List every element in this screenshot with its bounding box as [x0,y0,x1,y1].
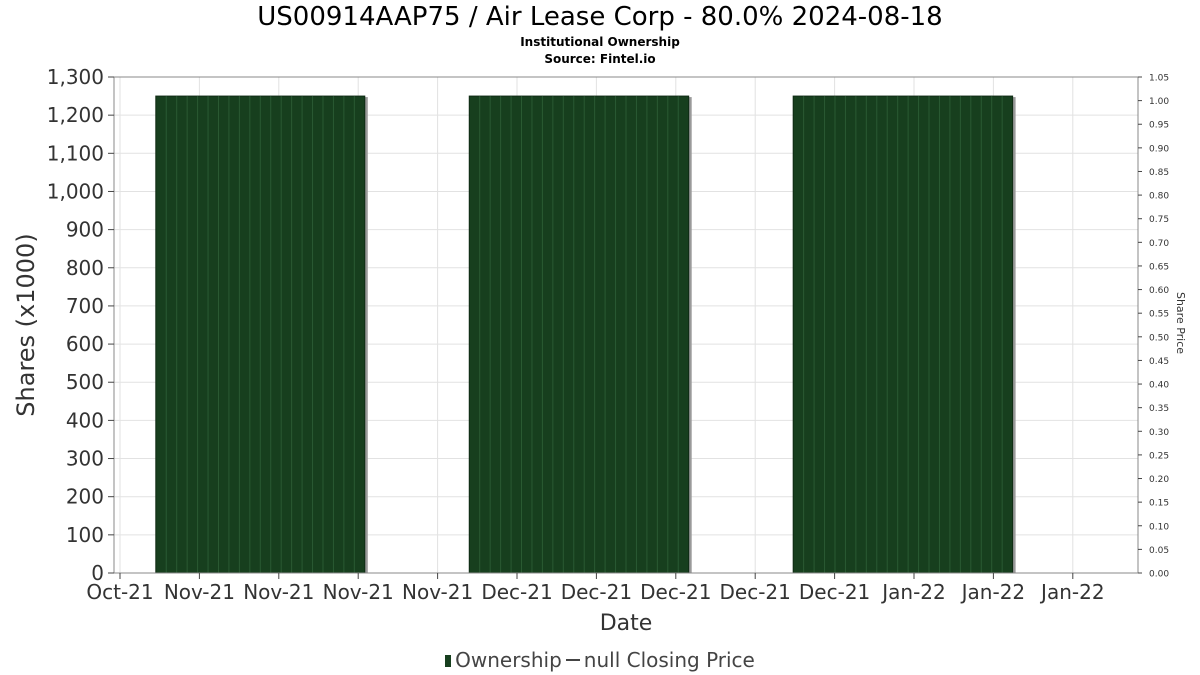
y-axis-title: Shares (x1000) [12,233,40,416]
y-tick-label: 900 [66,218,104,242]
legend-ownership-swatch [445,655,452,667]
x-tick-label: Oct-21 [86,580,153,604]
y-tick-label: 200 [66,485,104,509]
y-tick-label: 100 [66,523,104,547]
x-tick-label: Dec-21 [720,580,791,604]
y2-tick-label: 0.40 [1149,381,1169,391]
ownership-bar [468,95,690,574]
y2-tick-label: 1.00 [1149,97,1169,107]
y2-tick-label: 0.25 [1149,451,1169,461]
y2-tick-label: 0.85 [1149,168,1169,178]
x-tick-label: Nov-21 [323,580,394,604]
x-tick-label: Jan-22 [1039,580,1105,604]
x-tick-label: Jan-22 [960,580,1026,604]
y2-tick-label: 0.45 [1149,357,1169,367]
y-tick-label: 800 [66,256,104,280]
y-tick-label: 400 [66,408,104,432]
y2-tick-label: 0.10 [1149,522,1169,532]
y2-tick-label: 0.65 [1149,262,1169,272]
y2-tick-label: 1.05 [1149,74,1169,84]
y2-axis-title: Share Price [1174,292,1187,354]
y2-tick-label: 0.55 [1149,310,1169,320]
y2-tick-label: 0.05 [1149,546,1169,556]
x-tick-label: Dec-21 [481,580,552,604]
plot-frame [113,76,1139,574]
y2-tick-label: 0.30 [1149,428,1169,438]
legend-price-label: null Closing Price [583,648,755,672]
legend: Ownership null Closing Price [0,648,1200,672]
y-tick-label: 700 [66,294,104,318]
x-tick-label: Dec-21 [640,580,711,604]
y-tick-label: 1,300 [47,65,104,89]
y-tick-label: 600 [66,332,104,356]
y-tick-label: 0 [91,561,104,585]
legend-ownership-label: Ownership [455,648,562,672]
x-tick-label: Nov-21 [164,580,235,604]
y2-tick-label: 0.95 [1149,121,1169,131]
y-tick-label: 1,100 [47,141,104,165]
y2-tick-label: 0.35 [1149,404,1169,414]
chart-subtitle: Institutional Ownership [520,35,680,49]
x-tick-label: Jan-22 [880,580,946,604]
chart-title: US00914AAP75 / Air Lease Corp - 80.0% 20… [257,2,943,32]
y2-tick-label: 0.50 [1149,333,1169,343]
y2-tick-label: 0.15 [1149,499,1169,509]
y2-tick-label: 0.00 [1149,570,1169,580]
x-axis-title: Date [600,611,653,636]
y2-tick-label: 0.75 [1149,215,1169,225]
y-tick-label: 1,200 [47,103,104,127]
y2-tick-label: 0.90 [1149,144,1169,154]
y2-tick-label: 0.80 [1149,192,1169,202]
chart-source: Source: Fintel.io [544,52,656,66]
legend-price-swatch [565,659,580,661]
x-tick-label: Nov-21 [243,580,314,604]
x-tick-label: Dec-21 [561,580,632,604]
ownership-bar [792,95,1014,574]
x-tick-label: Dec-21 [799,580,870,604]
y2-tick-label: 0.20 [1149,475,1169,485]
x-tick-label: Nov-21 [402,580,473,604]
y-tick-label: 1,000 [47,179,104,203]
y-tick-label: 300 [66,447,104,471]
y2-tick-label: 0.70 [1149,239,1169,249]
y-tick-label: 500 [66,370,104,394]
y2-tick-label: 0.60 [1149,286,1169,296]
